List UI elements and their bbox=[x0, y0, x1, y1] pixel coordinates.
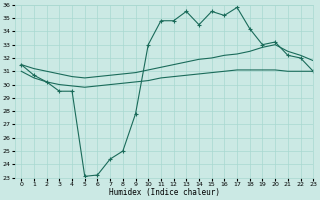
X-axis label: Humidex (Indice chaleur): Humidex (Indice chaleur) bbox=[108, 188, 220, 197]
